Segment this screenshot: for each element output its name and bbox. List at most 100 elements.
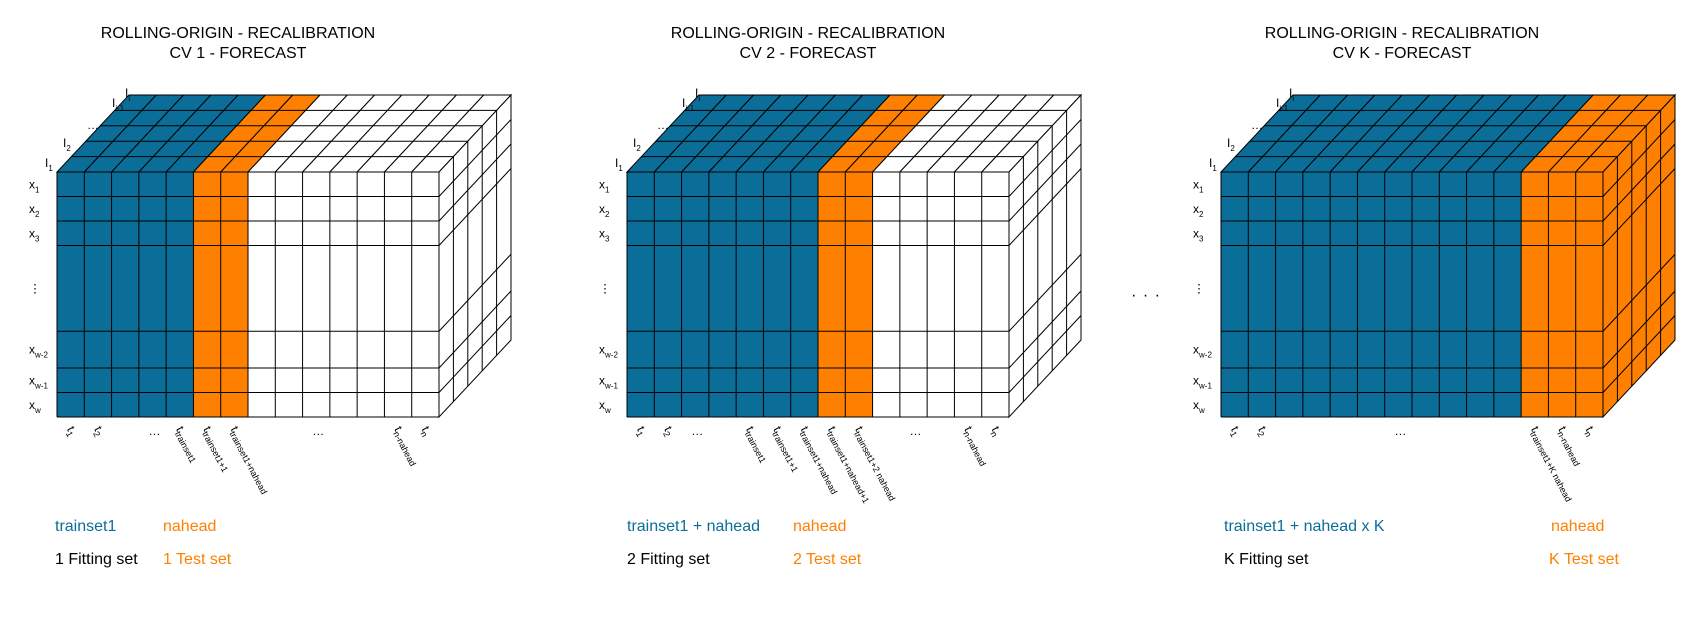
side-row-line: [438, 253, 512, 332]
panel-title-line1: ROLLING-ORIGIN - RECALIBRATION: [101, 25, 375, 42]
time-label: t2: [1254, 424, 1272, 439]
legend: trainset1 + nahead x K nahead K Fitting se…: [1224, 518, 1620, 568]
time-label-ellipsis: …: [1394, 424, 1406, 438]
time-label: tn: [1581, 424, 1599, 439]
row-label: xw-2: [29, 343, 48, 360]
depth-label: …: [1251, 118, 1263, 132]
time-label-ellipsis: …: [910, 424, 922, 438]
front-column-9: [275, 172, 303, 417]
front-column-11: [329, 172, 358, 417]
front-column-1: [627, 172, 655, 417]
front-column-10: [1466, 172, 1494, 417]
time-label: t2: [660, 424, 678, 439]
side-row-line: [1602, 168, 1676, 246]
row-labels: x1 x2 x3 ⋮ xw-2 xw-1 xw: [599, 177, 618, 415]
front-column-14: [981, 172, 1009, 417]
front-column-11: [899, 172, 928, 417]
front-column-3: [111, 172, 139, 417]
front-column-6: [1357, 172, 1385, 417]
row-label: xw-1: [1193, 373, 1212, 390]
time-label: t2: [90, 424, 108, 439]
panel-title-line2: CV 2 - FORECAST: [740, 45, 877, 62]
legend-test-label: nahead: [793, 518, 846, 535]
time-label-ellipsis: …: [149, 424, 161, 438]
row-labels: x1 x2 x3 ⋮ xw-2 xw-1 xw: [29, 177, 48, 415]
row-label: ⋮: [29, 281, 41, 295]
panel-title-line2: CV 1 - FORECAST: [170, 45, 307, 62]
front-column-7: [1384, 172, 1412, 417]
depth-label: Ii: [695, 86, 700, 103]
time-label: ttrainset1: [741, 424, 773, 465]
cube-top-face: [1219, 94, 1677, 173]
front-column-5: [736, 172, 764, 417]
time-label: tn-nahead: [390, 424, 424, 468]
depth-label: Ii: [125, 86, 130, 103]
side-row-line: [1602, 253, 1676, 332]
time-label: t1: [1226, 424, 1244, 439]
front-column-2: [1248, 172, 1276, 417]
between-panels-ellipsis: · · ·: [1131, 287, 1161, 304]
panel-title-line1: ROLLING-ORIGIN - RECALIBRATION: [1265, 25, 1539, 42]
row-label: x3: [599, 226, 610, 243]
depth-label: I1: [1209, 156, 1217, 173]
front-column-14: [411, 172, 439, 417]
front-column-5: [1330, 172, 1358, 417]
row-label: x2: [1193, 202, 1204, 219]
side-row-line: [1008, 290, 1082, 369]
cube-side-face: [1008, 93, 1082, 419]
legend-test-set: 1 Test set: [163, 551, 232, 568]
depth-label: I1: [615, 156, 623, 173]
side-row-line: [1602, 290, 1676, 369]
front-column-13: [1548, 172, 1576, 417]
front-column-14: [1575, 172, 1603, 417]
front-column-11: [1493, 172, 1522, 417]
depth-label: Ii: [1289, 86, 1294, 103]
depth-label: I1: [45, 156, 53, 173]
row-label: ⋮: [1193, 281, 1205, 295]
side-row-line: [1008, 315, 1082, 393]
front-column-1: [1221, 172, 1249, 417]
legend-test-set: K Test set: [1549, 551, 1620, 568]
front-column-9: [845, 172, 873, 417]
legend-fitting-set: 2 Fitting set: [627, 551, 710, 568]
cube-side-face: [438, 93, 512, 419]
front-column-8: [818, 172, 846, 417]
panel-cv1: ROLLING-ORIGIN - RECALIBRATION CV 1 - FOR…: [29, 25, 513, 568]
side-row-line: [1602, 119, 1676, 197]
side-row-line: [1008, 253, 1082, 332]
panel-cv2: ROLLING-ORIGIN - RECALIBRATION CV 2 - FOR…: [599, 25, 1083, 568]
time-label-ellipsis: …: [691, 424, 703, 438]
depth-label: …: [87, 118, 99, 132]
legend: trainset1 nahead 1 Fitting set 1 Test set: [55, 518, 232, 568]
front-column-4: [138, 172, 167, 417]
time-label: tn: [417, 424, 435, 439]
side-row-line: [438, 119, 512, 197]
front-column-7: [790, 172, 818, 417]
side-row-line: [1602, 315, 1676, 393]
side-row-line: [438, 168, 512, 246]
row-label: x1: [1193, 177, 1204, 194]
time-label: ttrainset1+nahead: [226, 424, 274, 496]
panel-title-line2: CV K - FORECAST: [1333, 45, 1472, 62]
front-column-3: [1275, 172, 1303, 417]
cube-front-face: [626, 171, 1010, 418]
side-row-line: [438, 290, 512, 369]
side-row-line: [438, 143, 512, 222]
row-label: x1: [599, 177, 610, 194]
row-label: xw-2: [1193, 343, 1212, 360]
front-column-4: [708, 172, 737, 417]
row-label: xw: [599, 398, 611, 415]
front-column-4: [1302, 172, 1331, 417]
panel-cvk: ROLLING-ORIGIN - RECALIBRATION CV K - FOR…: [1193, 25, 1677, 568]
front-column-8: [248, 172, 276, 417]
legend-test-set: 2 Test set: [793, 551, 862, 568]
legend-test-label: nahead: [1551, 518, 1604, 535]
row-label: x2: [599, 202, 610, 219]
side-row-line: [1602, 143, 1676, 222]
front-column-6: [193, 172, 221, 417]
